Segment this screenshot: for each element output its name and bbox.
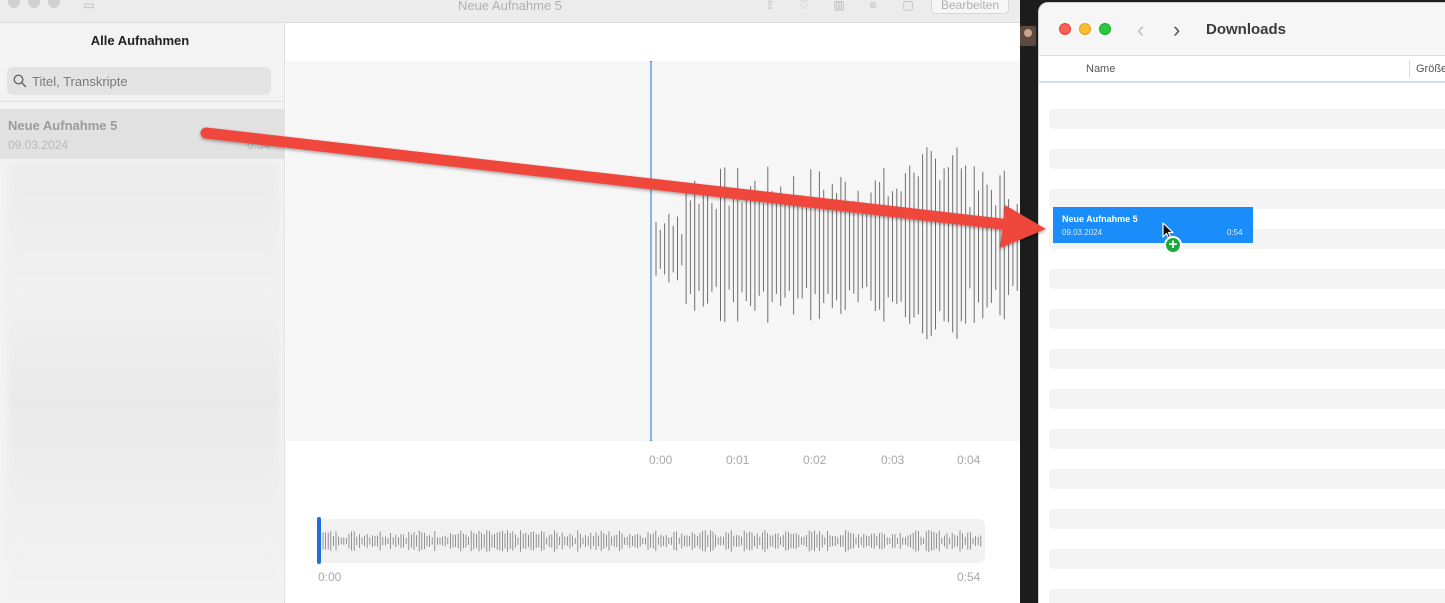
file-row-stripe [1049,349,1445,369]
add-badge-icon: + [1164,236,1182,254]
timeline-tick: 0:00 [649,453,673,467]
playhead-knob[interactable] [648,440,655,442]
column-size[interactable]: Größe [1416,63,1445,75]
drag-preview-title: Neue Aufnahme 5 [1062,214,1138,224]
zoom-window-button[interactable] [48,0,60,8]
search-input[interactable] [32,71,262,91]
file-row-stripe [1049,429,1445,449]
minimize-window-button[interactable] [28,0,40,8]
file-row-stripe [1049,509,1445,529]
sidebar-icon[interactable]: ▭ [83,0,95,12]
sidebar-divider [0,101,285,102]
close-window-button[interactable] [8,0,20,8]
file-list[interactable] [1039,85,1445,603]
recording-duration: 0:54 [247,138,271,152]
favorite-icon[interactable]: ♡ [798,0,810,12]
close-window-button[interactable] [1059,23,1071,35]
finder-window: ‹ › Downloads Name Größe [1038,2,1445,603]
drag-preview-duration: 0:54 [1227,228,1243,237]
timeline-tick: 0:03 [881,453,905,467]
voice-memos-titlebar: ▭ Neue Aufnahme 5 ⇪ ♡ ▥ ≡ ▢ Bearbeiten [0,0,1020,23]
file-row-stripe [1049,309,1445,329]
forward-icon[interactable]: › [1173,17,1181,42]
search-icon [13,74,27,88]
file-row-stripe [1049,469,1445,489]
waveform-area[interactable] [286,61,1020,441]
file-row-stripe [1049,269,1445,289]
timeline-tick: 0:02 [803,453,827,467]
recording-list-item[interactable]: Neue Aufnahme 5 09.03.2024 0:54 [0,109,284,159]
recording-date: 09.03.2024 [8,138,69,152]
back-icon[interactable]: ‹ [1137,17,1145,42]
waveform [648,61,1018,442]
drag-preview-date: 09.03.2024 [1062,228,1103,237]
overview-waveform [322,530,982,552]
trash-icon[interactable]: ▥ [833,0,845,12]
avatar [1020,26,1036,46]
timeline-tick: 0:01 [726,453,750,467]
column-name[interactable]: Name [1086,63,1116,75]
zoom-window-button[interactable] [1099,23,1111,35]
voice-memos-window: ▭ Neue Aufnahme 5 ⇪ ♡ ▥ ≡ ▢ Bearbeiten A… [0,0,1020,603]
minimize-window-button[interactable] [1079,23,1091,35]
file-row-stripe [1049,589,1445,603]
file-row-stripe [1049,549,1445,569]
column-header: Name Größe [1039,56,1445,83]
window-title: Neue Aufnahme 5 [457,0,563,13]
recordings-sidebar: Alle Aufnahmen Neue Aufnahme 5 09.03.202… [0,23,285,603]
drag-preview: Neue Aufnahme 5 09.03.2024 0:54 [1053,207,1253,243]
scrubber-handle[interactable] [317,517,321,564]
playhead-knob[interactable] [648,61,655,62]
column-divider[interactable] [1409,60,1410,78]
recording-title: Neue Aufnahme 5 [8,118,118,133]
finder-toolbar: ‹ › Downloads [1039,3,1445,56]
recording-detail: 0:00 0:01 0:02 0:03 0:04 0:00 0:54 [286,23,1020,603]
timeline-tick: 0:04 [957,453,981,467]
share-icon[interactable]: ⇪ [764,0,776,12]
file-row-stripe [1049,389,1445,409]
file-row-stripe [1049,109,1445,129]
file-row-stripe [1049,189,1445,209]
overview-start-time: 0:00 [318,570,342,584]
desktop-background [1020,0,1040,603]
edit-button[interactable]: Bearbeiten [931,0,1009,14]
search-field[interactable] [7,67,271,95]
settings-icon[interactable]: ≡ [869,0,877,12]
overview-end-time: 0:54 [957,570,981,584]
sidebar-header: Alle Aufnahmen [90,33,190,48]
finder-title: Downloads [1206,21,1287,38]
blurred-recordings-list [8,163,280,599]
file-row-stripe [1049,149,1445,169]
transcript-icon[interactable]: ▢ [902,0,914,12]
